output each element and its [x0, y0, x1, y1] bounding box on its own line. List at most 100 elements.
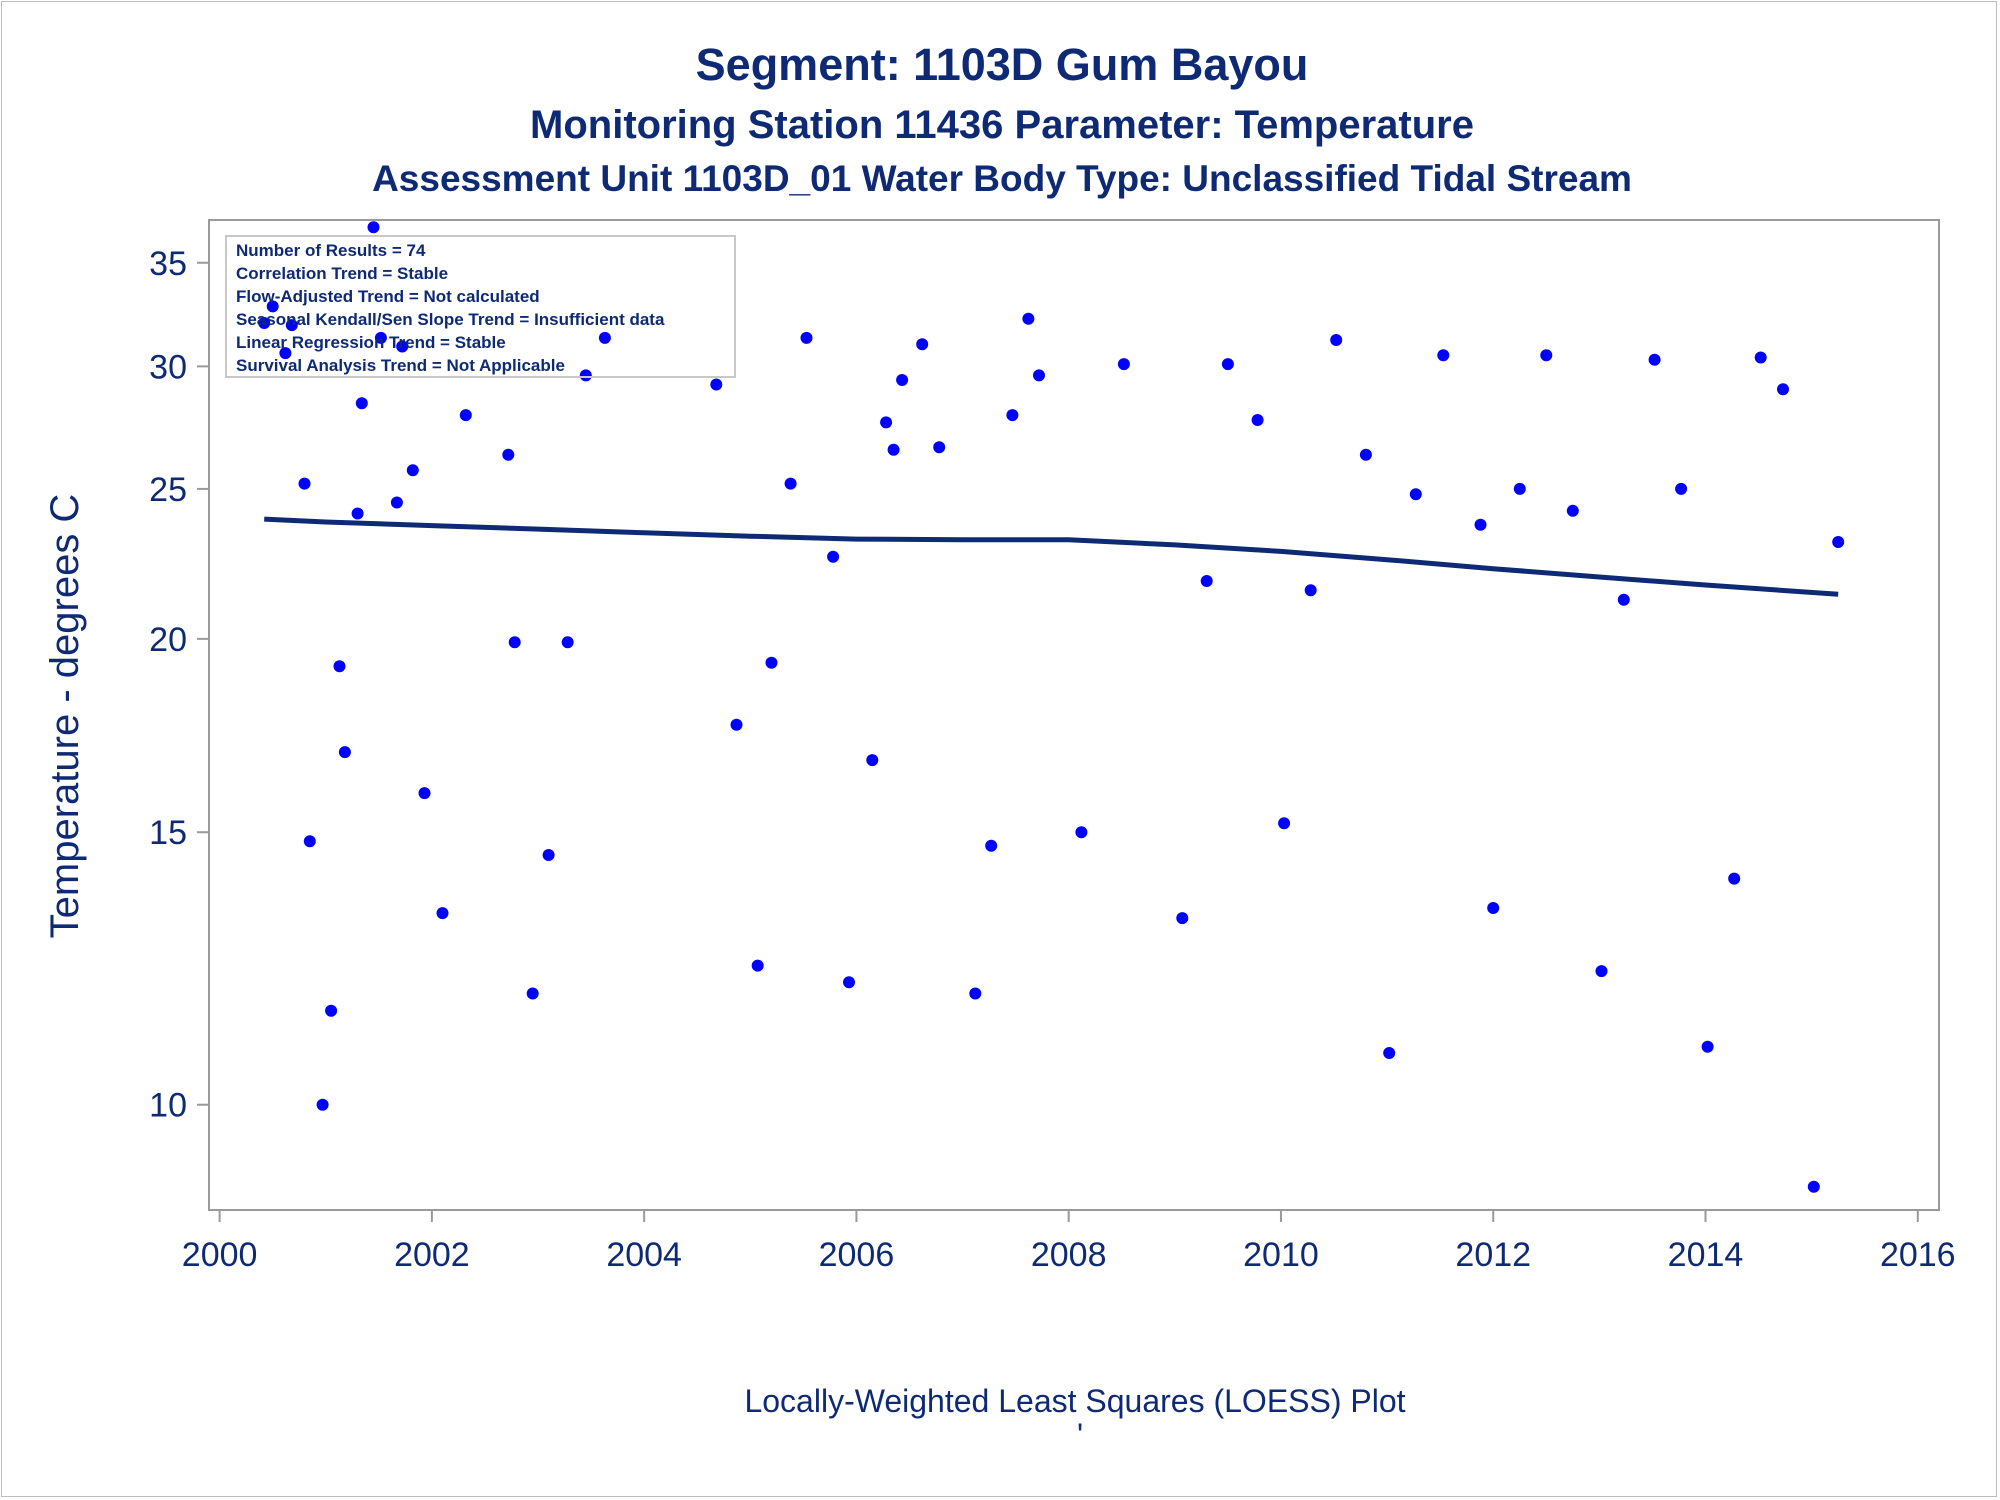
- data-point: [1330, 334, 1343, 346]
- data-point: [1832, 536, 1845, 548]
- data-point: [784, 477, 797, 490]
- data-point: [508, 636, 521, 649]
- chart-subtitle: Monitoring Station 11436 Parameter: Temp…: [530, 103, 1474, 147]
- data-point: [1701, 1040, 1714, 1053]
- data-point: [303, 835, 316, 848]
- data-point: [710, 378, 723, 391]
- data-point: [880, 416, 893, 429]
- inset-line: Survival Analysis Trend = Not Applicable: [236, 356, 565, 375]
- data-point: [1304, 584, 1317, 597]
- inset-line: Linear Regression Trend = Stable: [236, 333, 506, 352]
- data-point: [351, 507, 364, 520]
- data-point: [1251, 414, 1264, 426]
- stats-inset-border: [225, 235, 736, 378]
- data-point: [800, 331, 813, 344]
- data-point: [542, 849, 555, 861]
- data-point: [1474, 518, 1487, 531]
- x-tick-label: 2010: [1243, 1236, 1319, 1274]
- chart-subtitle-2: Assessment Unit 1103D_01 Water Body Type…: [372, 158, 1632, 199]
- data-point: [338, 746, 351, 759]
- data-point: [916, 338, 929, 351]
- data-point: [1566, 504, 1579, 517]
- data-point: [367, 221, 380, 234]
- inset-line: Number of Results = 74: [236, 241, 426, 260]
- data-point: [355, 397, 368, 410]
- data-point: [1022, 312, 1035, 325]
- data-point: [266, 300, 279, 313]
- data-point: [285, 319, 298, 332]
- data-point: [579, 369, 592, 382]
- inset-line: Seasonal Kendall/Sen Slope Trend = Insuf…: [236, 310, 665, 329]
- data-point: [1754, 351, 1767, 364]
- data-point: [765, 656, 778, 669]
- data-point: [1540, 349, 1553, 362]
- data-point: [436, 907, 449, 920]
- y-tick-label: 25: [149, 471, 187, 509]
- chart-footnote: Locally-Weighted Least Squares (LOESS) P…: [744, 1383, 1405, 1419]
- data-point: [396, 340, 409, 353]
- x-tick-label: 2000: [182, 1236, 258, 1274]
- data-point: [985, 839, 998, 852]
- x-tick-label: 2004: [606, 1236, 682, 1274]
- data-point: [751, 959, 764, 972]
- data-point: [258, 317, 271, 329]
- y-tick-label: 15: [149, 814, 187, 852]
- data-point: [374, 331, 387, 344]
- x-tick-label: 2006: [819, 1236, 895, 1274]
- y-tick-label: 10: [149, 1087, 187, 1125]
- data-point: [502, 448, 515, 461]
- data-point: [390, 496, 403, 509]
- data-point: [333, 660, 346, 673]
- x-axis: 2000 2002 2004 2006 2008 2010 2012 2014 2016: [182, 1210, 1956, 1274]
- data-point: [1176, 912, 1189, 925]
- data-point: [1033, 369, 1045, 382]
- data-point: [459, 409, 472, 422]
- data-point: [1648, 353, 1661, 366]
- data-point: [526, 987, 539, 1000]
- data-point: [1221, 358, 1234, 371]
- y-axis-label: Temperature - degrees C: [43, 494, 87, 939]
- data-point: [1777, 383, 1789, 396]
- data-point: [969, 987, 982, 1000]
- data-point: [843, 976, 855, 989]
- data-point: [1617, 593, 1630, 606]
- data-point: [1359, 448, 1372, 461]
- y-tick-label: 35: [149, 245, 187, 283]
- stats-inset: Number of Results = 74 Correlation Trend…: [225, 235, 736, 378]
- y-tick-label: 20: [149, 621, 187, 659]
- data-point: [827, 550, 840, 563]
- footnote-mark: ': [1077, 1417, 1083, 1453]
- data-point: [1728, 872, 1741, 885]
- data-point: [1117, 358, 1130, 371]
- plot-area: [208, 219, 1940, 1211]
- data-point: [887, 443, 900, 456]
- data-point: [1383, 1047, 1396, 1059]
- data-point: [896, 374, 909, 386]
- data-point: [598, 331, 611, 344]
- data-point: [1075, 826, 1088, 839]
- data-point: [298, 477, 311, 490]
- x-tick-label: 2008: [1031, 1236, 1107, 1274]
- data-point: [325, 1004, 338, 1017]
- data-point: [418, 787, 431, 800]
- data-point: [1437, 349, 1450, 362]
- loess-trend-line: [264, 516, 1839, 597]
- y-axis: 10 15 20 25 30 35: [149, 245, 209, 1125]
- data-point: [730, 718, 743, 731]
- x-tick-label: 2016: [1880, 1236, 1956, 1274]
- data-point: [1409, 488, 1422, 501]
- data-point: [1487, 902, 1500, 914]
- inset-line: Correlation Trend = Stable: [236, 264, 448, 283]
- data-points: [258, 221, 1845, 1193]
- chart-title: Segment: 1103D Gum Bayou: [696, 39, 1309, 90]
- data-point: [1513, 482, 1526, 495]
- y-tick-label: 30: [149, 348, 187, 386]
- x-tick-label: 2002: [394, 1236, 470, 1274]
- data-point: [1006, 409, 1019, 422]
- data-point: [316, 1098, 329, 1111]
- data-point: [1595, 965, 1608, 978]
- x-tick-label: 2012: [1455, 1236, 1531, 1274]
- data-point: [279, 347, 292, 360]
- data-point: [866, 754, 879, 767]
